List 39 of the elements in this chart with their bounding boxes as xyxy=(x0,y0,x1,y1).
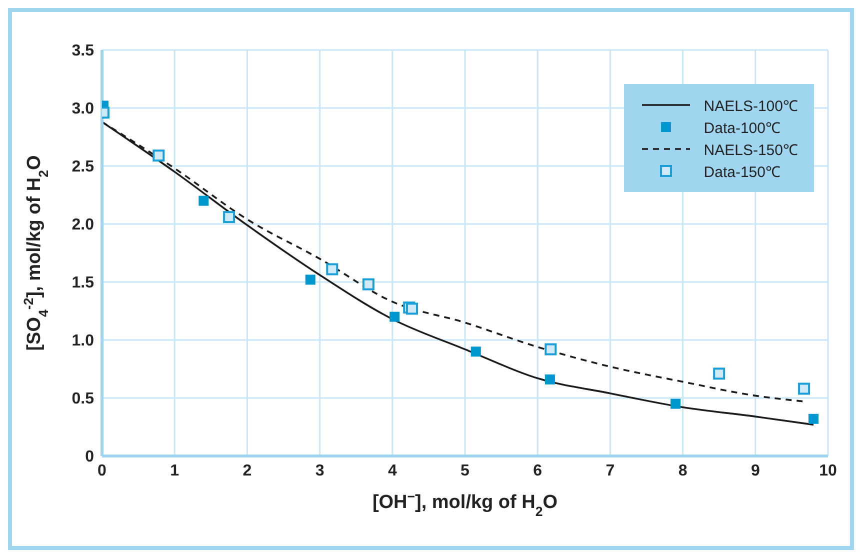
point xyxy=(326,263,338,276)
y-tick-label: 3.0 xyxy=(72,100,94,118)
point xyxy=(470,346,481,357)
point xyxy=(808,414,818,424)
y-tick-label: 0 xyxy=(85,448,94,466)
y-tick-label: 2.0 xyxy=(72,216,94,234)
legend-label: Data-150℃ xyxy=(704,163,780,181)
x-tick-label: 7 xyxy=(606,462,615,480)
y-tick-label: 1.5 xyxy=(72,274,94,292)
point xyxy=(798,382,810,395)
legend-label: Data-100℃ xyxy=(704,119,780,137)
x-tick-label: 6 xyxy=(533,462,542,480)
point xyxy=(406,302,418,315)
x-tick-label: 5 xyxy=(460,462,470,480)
x-tick-label: 0 xyxy=(98,462,107,480)
y-tick-label: 1.0 xyxy=(72,332,94,350)
point xyxy=(223,211,236,224)
point xyxy=(305,274,316,285)
point xyxy=(362,278,374,290)
point xyxy=(152,150,165,162)
x-tick-label: 9 xyxy=(750,462,760,480)
x-tick-label: 4 xyxy=(388,462,397,480)
point xyxy=(544,374,555,384)
legend-label: NAELS-150℃ xyxy=(704,141,798,159)
x-tick-label: 2 xyxy=(242,462,252,480)
point xyxy=(713,368,726,380)
x-tick-label: 1 xyxy=(170,462,180,480)
y-tick-label: 3.5 xyxy=(72,42,94,60)
y-tick-label: 0.5 xyxy=(72,390,94,408)
x-tick-label: 3 xyxy=(315,462,324,480)
point xyxy=(198,196,209,206)
x-axis-title: [OH$^{−}$], mol/kg of H$_{2}$O xyxy=(372,488,558,518)
point xyxy=(390,312,400,322)
point xyxy=(670,398,681,409)
point xyxy=(544,343,557,356)
y-tick-label: 2.5 xyxy=(72,158,94,176)
x-tick-label: 8 xyxy=(678,462,688,480)
legend-label: NAELS-100℃ xyxy=(704,97,798,115)
x-tick-label: 10 xyxy=(819,462,837,480)
